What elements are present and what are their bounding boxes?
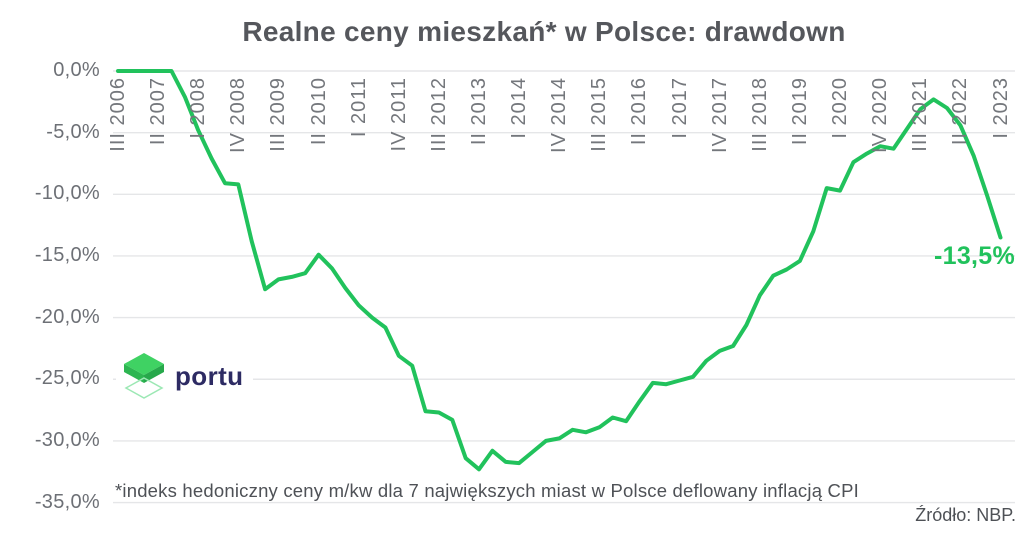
y-axis-label: -15,0% — [34, 243, 100, 266]
drawdown-line — [116, 69, 1003, 472]
x-axis-label: III 2021 — [909, 77, 932, 152]
gridlines — [113, 70, 1015, 504]
y-axis-label: -25,0% — [34, 367, 100, 390]
x-axis-label: IV 2014 — [548, 77, 571, 153]
footnote: *indeks hedoniczny ceny m/kw dla 7 najwi… — [115, 480, 859, 501]
x-axis-label: III 2018 — [748, 77, 771, 152]
x-axis-label: II 2010 — [307, 77, 330, 146]
x-axis-label: I 2008 — [187, 77, 210, 139]
x-axis-label: III 2015 — [588, 77, 611, 152]
x-axis-label: II 2019 — [788, 77, 811, 146]
x-axis-label: IV 2017 — [708, 77, 731, 153]
x-axis-label: III 2012 — [427, 77, 450, 152]
x-axis-label: IV 2020 — [869, 77, 892, 153]
y-axis-label: -10,0% — [34, 182, 100, 205]
portu-cube-icon — [124, 353, 164, 399]
portu-logo-text: portu — [175, 360, 244, 391]
source-label: Źródło: NBP. — [915, 505, 1016, 525]
last-value-label: -13,5% — [933, 242, 1015, 270]
x-axis-label: II 2007 — [147, 77, 170, 146]
x-axis-label: III 2009 — [267, 77, 290, 152]
x-axis-label: II 2022 — [949, 77, 972, 146]
x-axis-label: I 2020 — [829, 77, 852, 139]
portu-logo: portu — [116, 351, 254, 401]
y-axis-label: -35,0% — [34, 490, 100, 513]
x-axis-label: I 2014 — [508, 77, 531, 139]
x-axis-label: I 2017 — [668, 77, 691, 139]
y-axis-label: 0,0% — [53, 59, 100, 81]
x-axis-label: IV 2008 — [227, 77, 250, 153]
y-axis-label: -20,0% — [34, 305, 100, 328]
x-axis-label: I 2011 — [347, 77, 370, 138]
x-axis-label: II 2013 — [468, 77, 491, 146]
x-axis-label: II 2016 — [628, 77, 651, 146]
y-axis-label: -30,0% — [34, 428, 100, 451]
x-axis-label: IV 2011 — [387, 77, 410, 152]
x-axis-label: I 2023 — [989, 77, 1012, 139]
y-axis-label: -5,0% — [46, 120, 100, 143]
x-axis-label: III 2006 — [107, 77, 129, 152]
chart-title: Realne ceny mieszkań* w Polsce: drawdown — [242, 16, 846, 47]
